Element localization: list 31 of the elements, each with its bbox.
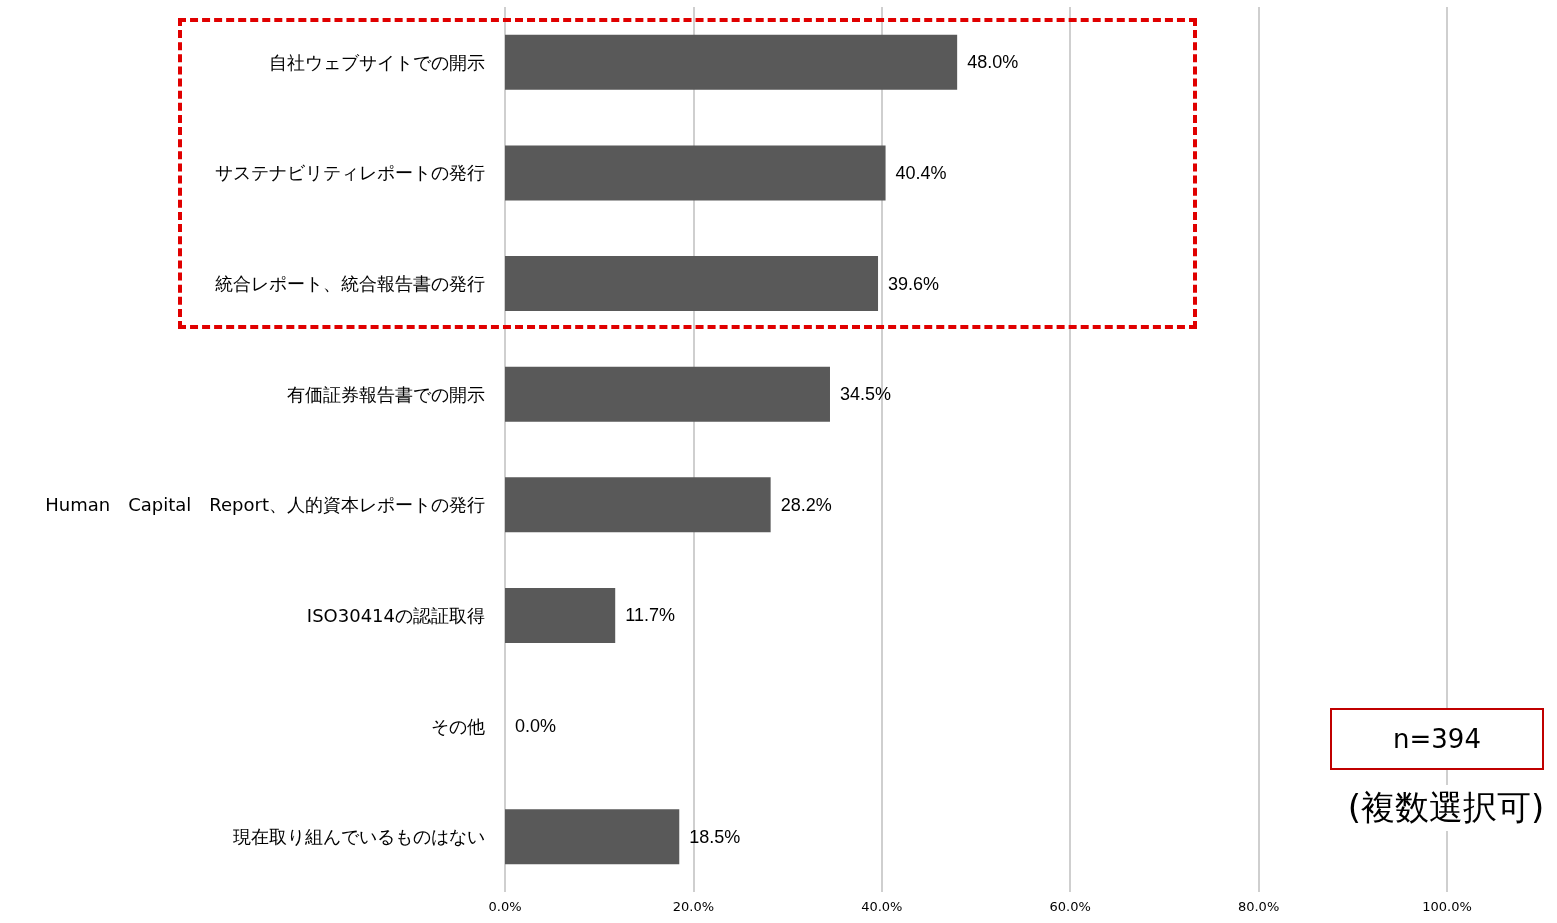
y-tick-label: 現在取り組んでいるものはない: [233, 826, 485, 848]
data-label: 48.0%: [967, 52, 1019, 73]
data-label: 34.5%: [839, 384, 892, 405]
y-tick-label: 自社ウェブサイトでの開示: [269, 51, 485, 73]
bar: [505, 587, 616, 643]
data-label: 28.2%: [780, 494, 832, 515]
bar: [505, 477, 771, 533]
x-tick-label: 60.0%: [1049, 899, 1091, 914]
x-tick-label: 0.0%: [488, 899, 522, 914]
data-label: 18.5%: [689, 826, 741, 847]
bar: [505, 34, 958, 90]
y-tick-label: ISO30414の認証取得: [306, 604, 485, 626]
x-tick-label: 80.0%: [1237, 899, 1280, 914]
data-label: 0.0%: [515, 716, 557, 737]
data-label: 40.4%: [895, 162, 947, 183]
y-tick-label: その他: [431, 715, 485, 737]
y-tick-label: 有価証券報告書での開示: [287, 383, 485, 405]
y-tick-label: 統合レポート、統合報告書の発行: [215, 273, 485, 295]
text-frame: n=394: [1330, 708, 1544, 770]
bar: [505, 809, 680, 865]
y-tick-label: Human Capital Report、人的資本レポートの発行: [45, 494, 485, 516]
bar: [505, 366, 830, 422]
bar: [505, 256, 879, 312]
data-label: 39.6%: [888, 273, 940, 294]
annotation: (複数選択可): [1335, 785, 1557, 831]
x-tick-label: 20.0%: [672, 899, 715, 914]
x-tick-label: 40.0%: [861, 899, 903, 914]
y-tick-label: サステナビリティレポートの発行: [215, 162, 485, 184]
data-label: 11.7%: [625, 605, 675, 626]
x-tick-label: 100.0%: [1422, 899, 1472, 914]
bar: [505, 145, 886, 201]
